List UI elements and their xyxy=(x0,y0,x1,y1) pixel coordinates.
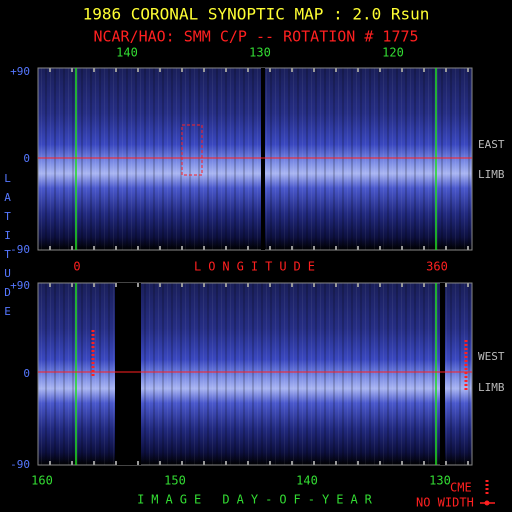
limb-label: EAST xyxy=(478,138,505,151)
limb-label: LIMB xyxy=(478,168,505,181)
axis-label: LONGITUDE xyxy=(194,260,322,274)
data-gap xyxy=(440,283,445,465)
bottom-panel: +90 0 -90 WEST LIMB 160 150 140 130 IMAG… xyxy=(10,279,505,507)
side-label: LATITUDE xyxy=(1,172,14,324)
limb-label: LIMB xyxy=(478,381,505,394)
panel-frame xyxy=(37,282,473,466)
legend-no-width-dot xyxy=(484,500,490,506)
lat-tick-label: +90 xyxy=(10,65,30,78)
top-tick-label: 140 xyxy=(116,46,138,60)
day-tick-label: 160 xyxy=(31,474,53,488)
lat-tick-label: -90 xyxy=(10,243,30,256)
top-tick-label: 120 xyxy=(382,46,404,60)
longitude-tick-label: 0 xyxy=(73,260,80,274)
data-gap xyxy=(115,283,141,465)
top-tick-label: 130 xyxy=(249,46,271,60)
longitude-tick-label: 360 xyxy=(426,260,448,274)
lat-tick-label: -90 xyxy=(10,458,30,471)
day-tick-label: 140 xyxy=(296,474,318,488)
legend-cme: CME xyxy=(450,481,472,495)
panel-frame xyxy=(37,67,473,251)
limb-label: WEST xyxy=(478,350,505,363)
day-tick-label: 130 xyxy=(429,474,451,488)
subtitle: NCAR/HAO: SMM C/P -- ROTATION # 1775 xyxy=(93,28,418,46)
title: 1986 CORONAL SYNOPTIC MAP : 2.0 Rsun xyxy=(83,5,430,24)
lat-tick-label: 0 xyxy=(23,367,30,380)
top-panel: 140 130 120 +90 0 -90 EAST LIMB 0 360 LO… xyxy=(10,46,505,274)
legend-no-width: NO WIDTH xyxy=(416,496,474,510)
panel-texture xyxy=(38,68,472,250)
day-tick-label: 150 xyxy=(164,474,186,488)
lat-tick-label: 0 xyxy=(23,152,30,165)
panel-texture xyxy=(38,283,472,465)
cme-box xyxy=(181,124,203,176)
axis-label: IMAGE DAY-OF-YEAR xyxy=(137,493,379,507)
lat-tick-label: +90 xyxy=(10,279,30,292)
